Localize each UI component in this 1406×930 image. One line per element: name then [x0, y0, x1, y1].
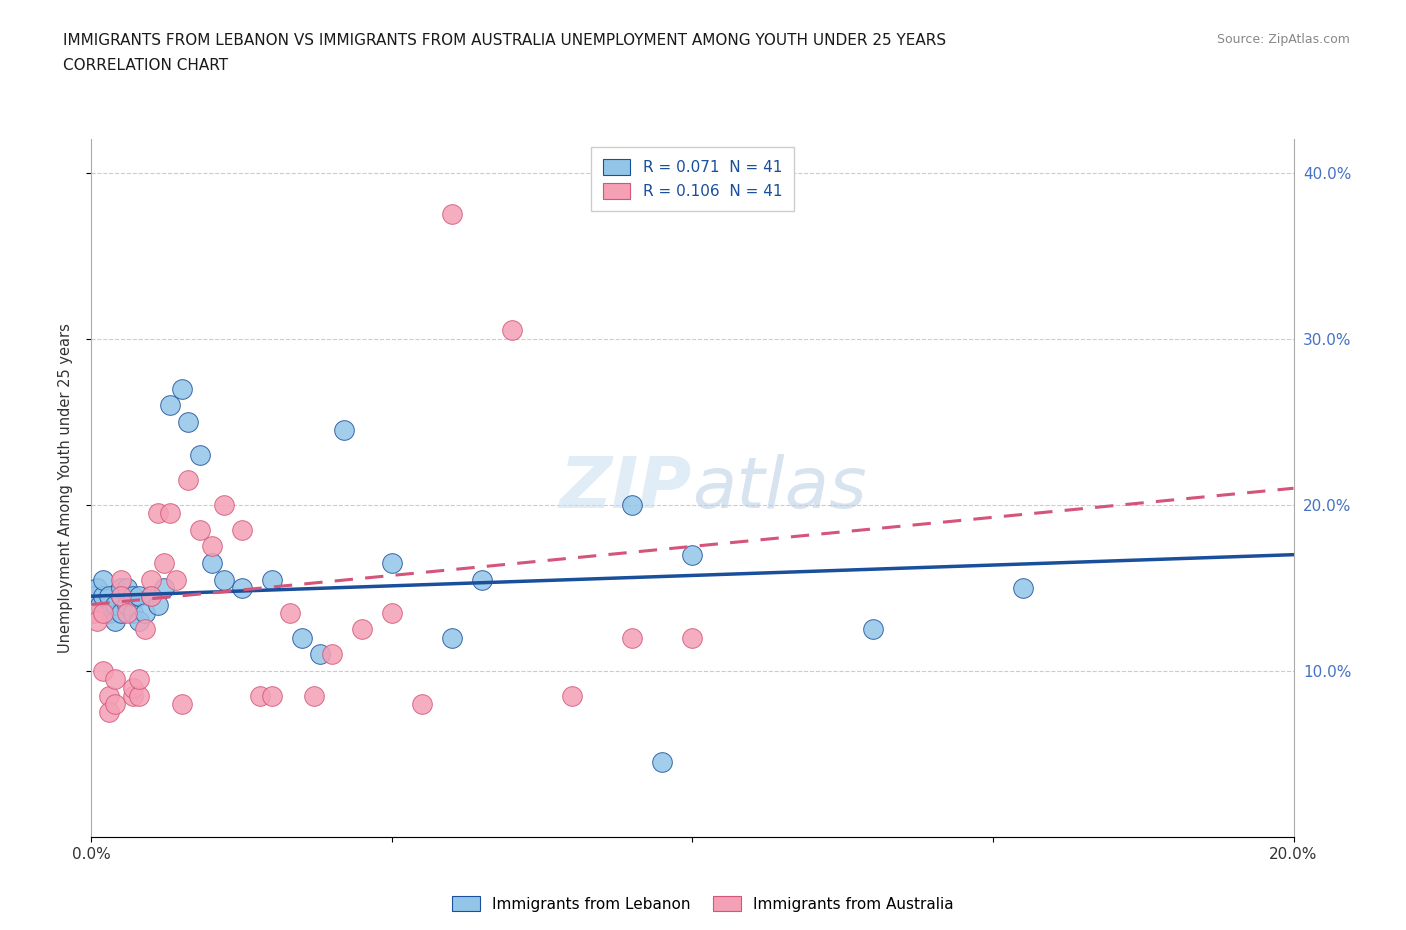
Point — [146, 597, 169, 612]
Point — [86, 580, 108, 595]
Point — [110, 580, 132, 595]
Point — [98, 688, 121, 703]
Point — [83, 589, 105, 604]
Point — [381, 555, 404, 570]
Point — [134, 605, 156, 620]
Point — [117, 580, 139, 595]
Point — [83, 605, 105, 620]
Point — [278, 605, 301, 620]
Point — [862, 622, 884, 637]
Point — [110, 589, 132, 604]
Point — [93, 663, 115, 678]
Point — [249, 688, 271, 703]
Point — [231, 580, 253, 595]
Point — [141, 589, 163, 604]
Point — [117, 605, 139, 620]
Text: atlas: atlas — [692, 454, 868, 523]
Point — [128, 671, 150, 686]
Point — [159, 398, 181, 413]
Y-axis label: Unemployment Among Youth under 25 years: Unemployment Among Youth under 25 years — [58, 324, 73, 653]
Point — [146, 506, 169, 521]
Point — [260, 688, 283, 703]
Point — [93, 605, 115, 620]
Point — [440, 631, 463, 645]
Point — [170, 381, 193, 396]
Point — [128, 589, 150, 604]
Point — [152, 580, 174, 595]
Point — [302, 688, 325, 703]
Point — [170, 697, 193, 711]
Point — [201, 555, 224, 570]
Point — [621, 498, 644, 512]
Point — [104, 597, 127, 612]
Point — [381, 605, 404, 620]
Point — [308, 647, 330, 662]
Point — [134, 622, 156, 637]
Point — [440, 206, 463, 221]
Point — [110, 605, 132, 620]
Point — [128, 614, 150, 629]
Point — [411, 697, 433, 711]
Point — [176, 415, 198, 430]
Point — [231, 523, 253, 538]
Point — [260, 572, 283, 587]
Point — [165, 572, 187, 587]
Point — [93, 589, 115, 604]
Legend: Immigrants from Lebanon, Immigrants from Australia: Immigrants from Lebanon, Immigrants from… — [446, 890, 960, 918]
Point — [561, 688, 583, 703]
Point — [188, 447, 211, 462]
Text: ZIP: ZIP — [560, 454, 692, 523]
Point — [321, 647, 343, 662]
Point — [104, 614, 127, 629]
Point — [122, 589, 145, 604]
Point — [86, 614, 108, 629]
Point — [98, 705, 121, 720]
Point — [122, 605, 145, 620]
Point — [621, 631, 644, 645]
Point — [98, 605, 121, 620]
Point — [350, 622, 373, 637]
Point — [471, 572, 494, 587]
Point — [501, 323, 523, 338]
Point — [291, 631, 314, 645]
Point — [128, 688, 150, 703]
Point — [122, 680, 145, 695]
Point — [110, 572, 132, 587]
Point — [681, 631, 703, 645]
Point — [93, 572, 115, 587]
Point — [89, 597, 111, 612]
Text: Source: ZipAtlas.com: Source: ZipAtlas.com — [1216, 33, 1350, 46]
Point — [201, 539, 224, 554]
Point — [122, 688, 145, 703]
Point — [188, 523, 211, 538]
Point — [141, 589, 163, 604]
Point — [104, 697, 127, 711]
Point — [681, 547, 703, 562]
Point — [141, 572, 163, 587]
Point — [651, 755, 673, 770]
Point — [152, 555, 174, 570]
Point — [104, 671, 127, 686]
Point — [117, 597, 139, 612]
Legend: R = 0.071  N = 41, R = 0.106  N = 41: R = 0.071 N = 41, R = 0.106 N = 41 — [591, 147, 794, 211]
Point — [212, 498, 235, 512]
Point — [333, 422, 356, 438]
Point — [110, 589, 132, 604]
Point — [176, 472, 198, 487]
Point — [212, 572, 235, 587]
Text: IMMIGRANTS FROM LEBANON VS IMMIGRANTS FROM AUSTRALIA UNEMPLOYMENT AMONG YOUTH UN: IMMIGRANTS FROM LEBANON VS IMMIGRANTS FR… — [63, 33, 946, 47]
Point — [1012, 580, 1035, 595]
Point — [98, 589, 121, 604]
Text: CORRELATION CHART: CORRELATION CHART — [63, 58, 228, 73]
Point — [159, 506, 181, 521]
